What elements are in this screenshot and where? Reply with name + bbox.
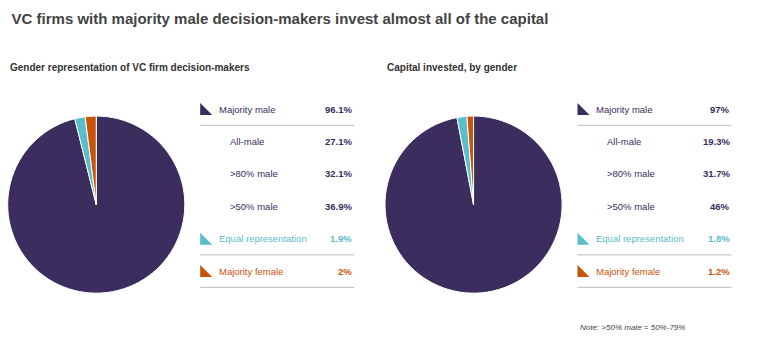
svg-text:VC firms with majority male de: VC firms with majority male decision-mak… <box>12 10 549 27</box>
svg-text:Capital invested, by gender: Capital invested, by gender <box>387 62 517 73</box>
svg-text:Majority female: Majority female <box>596 266 660 277</box>
svg-text:36.9%: 36.9% <box>325 201 352 212</box>
svg-text:46%: 46% <box>710 201 730 212</box>
svg-text:Note: >50% male = 50%-79%: Note: >50% male = 50%-79% <box>580 323 685 332</box>
svg-text:1.9%: 1.9% <box>330 233 352 244</box>
svg-text:Majority male: Majority male <box>219 104 276 115</box>
svg-text:All-male: All-male <box>607 136 641 147</box>
svg-text:>80% male: >80% male <box>230 168 278 179</box>
svg-text:Equal representation: Equal representation <box>219 233 307 244</box>
svg-text:32.1%: 32.1% <box>325 168 352 179</box>
svg-text:97%: 97% <box>710 104 730 115</box>
svg-text:>50% male: >50% male <box>230 201 278 212</box>
svg-text:27.1%: 27.1% <box>325 136 352 147</box>
svg-text:96.1%: 96.1% <box>325 104 352 115</box>
svg-text:Gender representation of VC fi: Gender representation of VC firm decisio… <box>10 62 250 73</box>
svg-text:Majority female: Majority female <box>219 266 283 277</box>
svg-text:Majority male: Majority male <box>596 104 653 115</box>
svg-text:2%: 2% <box>338 266 352 277</box>
svg-text:1.2%: 1.2% <box>708 266 730 277</box>
svg-text:19.3%: 19.3% <box>703 136 730 147</box>
svg-text:>50% male: >50% male <box>607 201 655 212</box>
svg-text:Equal representation: Equal representation <box>596 233 684 244</box>
svg-text:>80% male: >80% male <box>607 168 655 179</box>
svg-text:1.8%: 1.8% <box>708 233 730 244</box>
svg-text:All-male: All-male <box>230 136 264 147</box>
svg-text:31.7%: 31.7% <box>703 168 730 179</box>
